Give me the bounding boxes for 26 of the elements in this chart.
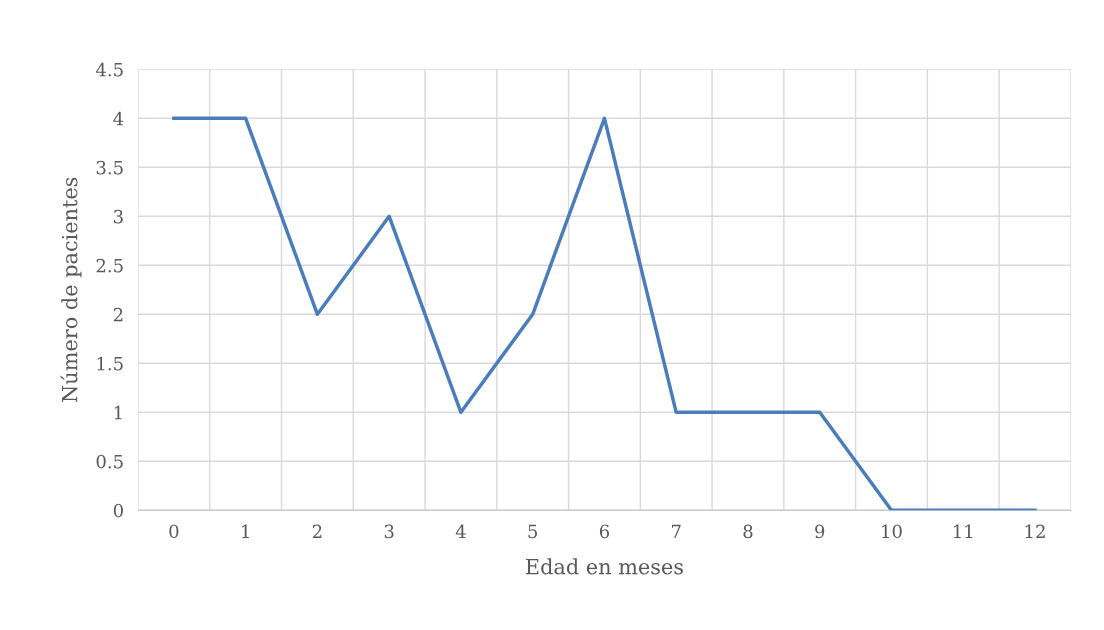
x-tick-label: 6 <box>599 524 610 539</box>
y-tick-label: 1 <box>114 405 122 420</box>
x-tick-label: 1 <box>242 524 249 538</box>
x-tick-label: 12 <box>1025 524 1045 538</box>
x-tick-label: 5 <box>528 524 538 539</box>
y-tick-label: 4.5 <box>95 62 123 77</box>
x-tick-label: 7 <box>671 524 681 538</box>
x-tick-label: 3 <box>384 524 394 539</box>
y-tick-label: 0.5 <box>96 454 123 469</box>
y-tick-label: 0 <box>113 503 123 518</box>
y-tick-label: 3.5 <box>96 160 123 175</box>
x-tick-label: 2 <box>312 524 322 538</box>
y-tick-label: 3 <box>114 209 123 224</box>
x-tick-label: 10 <box>882 524 902 539</box>
y-axis-title: Número de pacientes <box>60 177 82 402</box>
x-tick-label: 4 <box>455 524 466 538</box>
x-tick-label: 8 <box>743 524 753 539</box>
y-tick-label: 2 <box>113 307 123 322</box>
y-tick-label: 4 <box>113 111 124 126</box>
x-tick-label: 9 <box>815 524 825 539</box>
y-tick-label: 1.5 <box>97 356 123 371</box>
y-tick-label: 2.5 <box>96 258 123 273</box>
x-tick-label: 0 <box>169 524 179 539</box>
x-tick-label: 11 <box>953 524 973 538</box>
line-series <box>172 116 1037 511</box>
x-axis-title: Edad en meses <box>526 558 683 575</box>
